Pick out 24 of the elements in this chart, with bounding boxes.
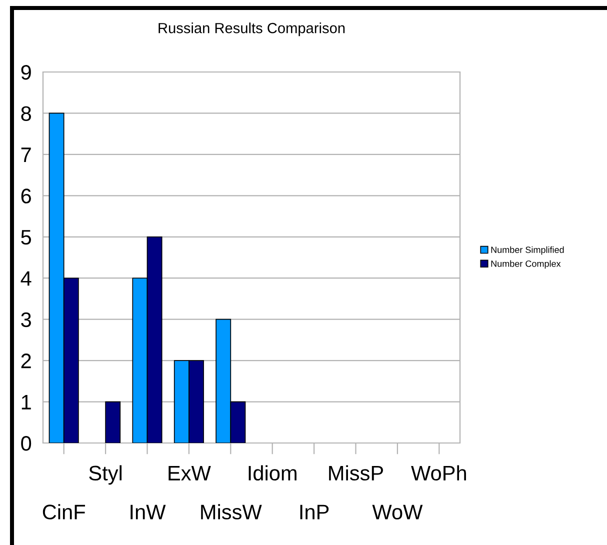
y-tick-label: 4 [20,271,32,286]
x-tick-label: ExW [168,466,211,480]
y-tick-label: 0 [21,436,32,451]
x-tick-label: MissW [201,504,262,520]
x-tick-label: MissP [329,465,384,481]
x-tick-label: WoPh [411,465,466,481]
y-tick-label: 6 [21,188,31,204]
x-tick-label: InP [300,504,329,520]
x-tick-label: InW [130,504,166,520]
y-tick-label: 1 [22,394,31,410]
chart-title: Russian Results Comparison [158,22,345,36]
y-tick-label: 5 [21,230,32,245]
y-tick-label: 7 [21,148,31,162]
legend-label: Number Complex [491,260,561,269]
x-tick-label: CinF [42,504,86,520]
y-tick-label: 9 [21,65,31,80]
y-tick-label: 8 [21,106,31,121]
x-tick-label: Styl [89,465,122,485]
legend-label: Number Simplified [491,246,564,255]
x-tick-label: WoW [372,504,423,520]
bar [105,401,121,443]
y-tick-label: 2 [21,354,31,368]
x-tick-label: Idiom [248,465,296,481]
y-tick-label: 3 [21,312,31,328]
